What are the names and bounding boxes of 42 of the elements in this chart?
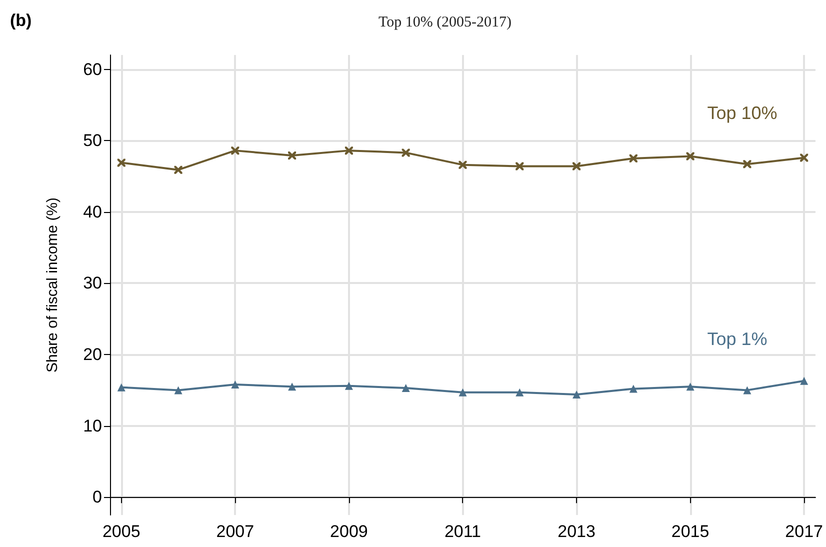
point (458, 388, 467, 396)
point (288, 152, 296, 160)
y-tick-label: 60 (83, 60, 102, 79)
point (174, 386, 182, 394)
point (572, 390, 581, 398)
point (344, 146, 353, 155)
x-tick-label: 2011 (444, 522, 482, 541)
point (344, 382, 353, 390)
point (686, 382, 694, 391)
series-label: Top 10% (707, 103, 778, 124)
point (231, 380, 240, 388)
text: Top 1% (707, 329, 768, 350)
point (117, 383, 126, 392)
point (686, 152, 694, 160)
point (402, 148, 410, 157)
point (231, 146, 240, 155)
x-tick-label: 2005 (102, 522, 140, 541)
x-tick-label: 2017 (785, 522, 824, 541)
point (174, 166, 182, 174)
x-tick-label: 2013 (558, 522, 596, 541)
text: (b) (10, 11, 32, 30)
y-axis-title: Share of fiscal income (%) (44, 197, 61, 373)
y-tick-label: 0 (92, 488, 102, 507)
y-tick-label: 30 (83, 274, 102, 293)
point (117, 158, 126, 167)
point (743, 160, 752, 168)
y-tick-label: 40 (83, 202, 102, 222)
y-tick-label: 20 (83, 345, 102, 364)
point (629, 154, 638, 162)
point (629, 384, 638, 393)
x-tick-label: 2007 (216, 522, 254, 541)
point (458, 160, 467, 169)
chart-title: Top 10% (2005-2017) (378, 14, 512, 30)
point (800, 376, 808, 385)
y-tick-label: 10 (83, 416, 102, 436)
x-tick-label: 2015 (671, 522, 710, 541)
point (743, 386, 752, 394)
point (516, 388, 524, 396)
y-tick-label: 50 (83, 131, 102, 150)
point (402, 384, 410, 392)
x-tick-label: 2009 (330, 522, 368, 541)
point (288, 382, 296, 391)
